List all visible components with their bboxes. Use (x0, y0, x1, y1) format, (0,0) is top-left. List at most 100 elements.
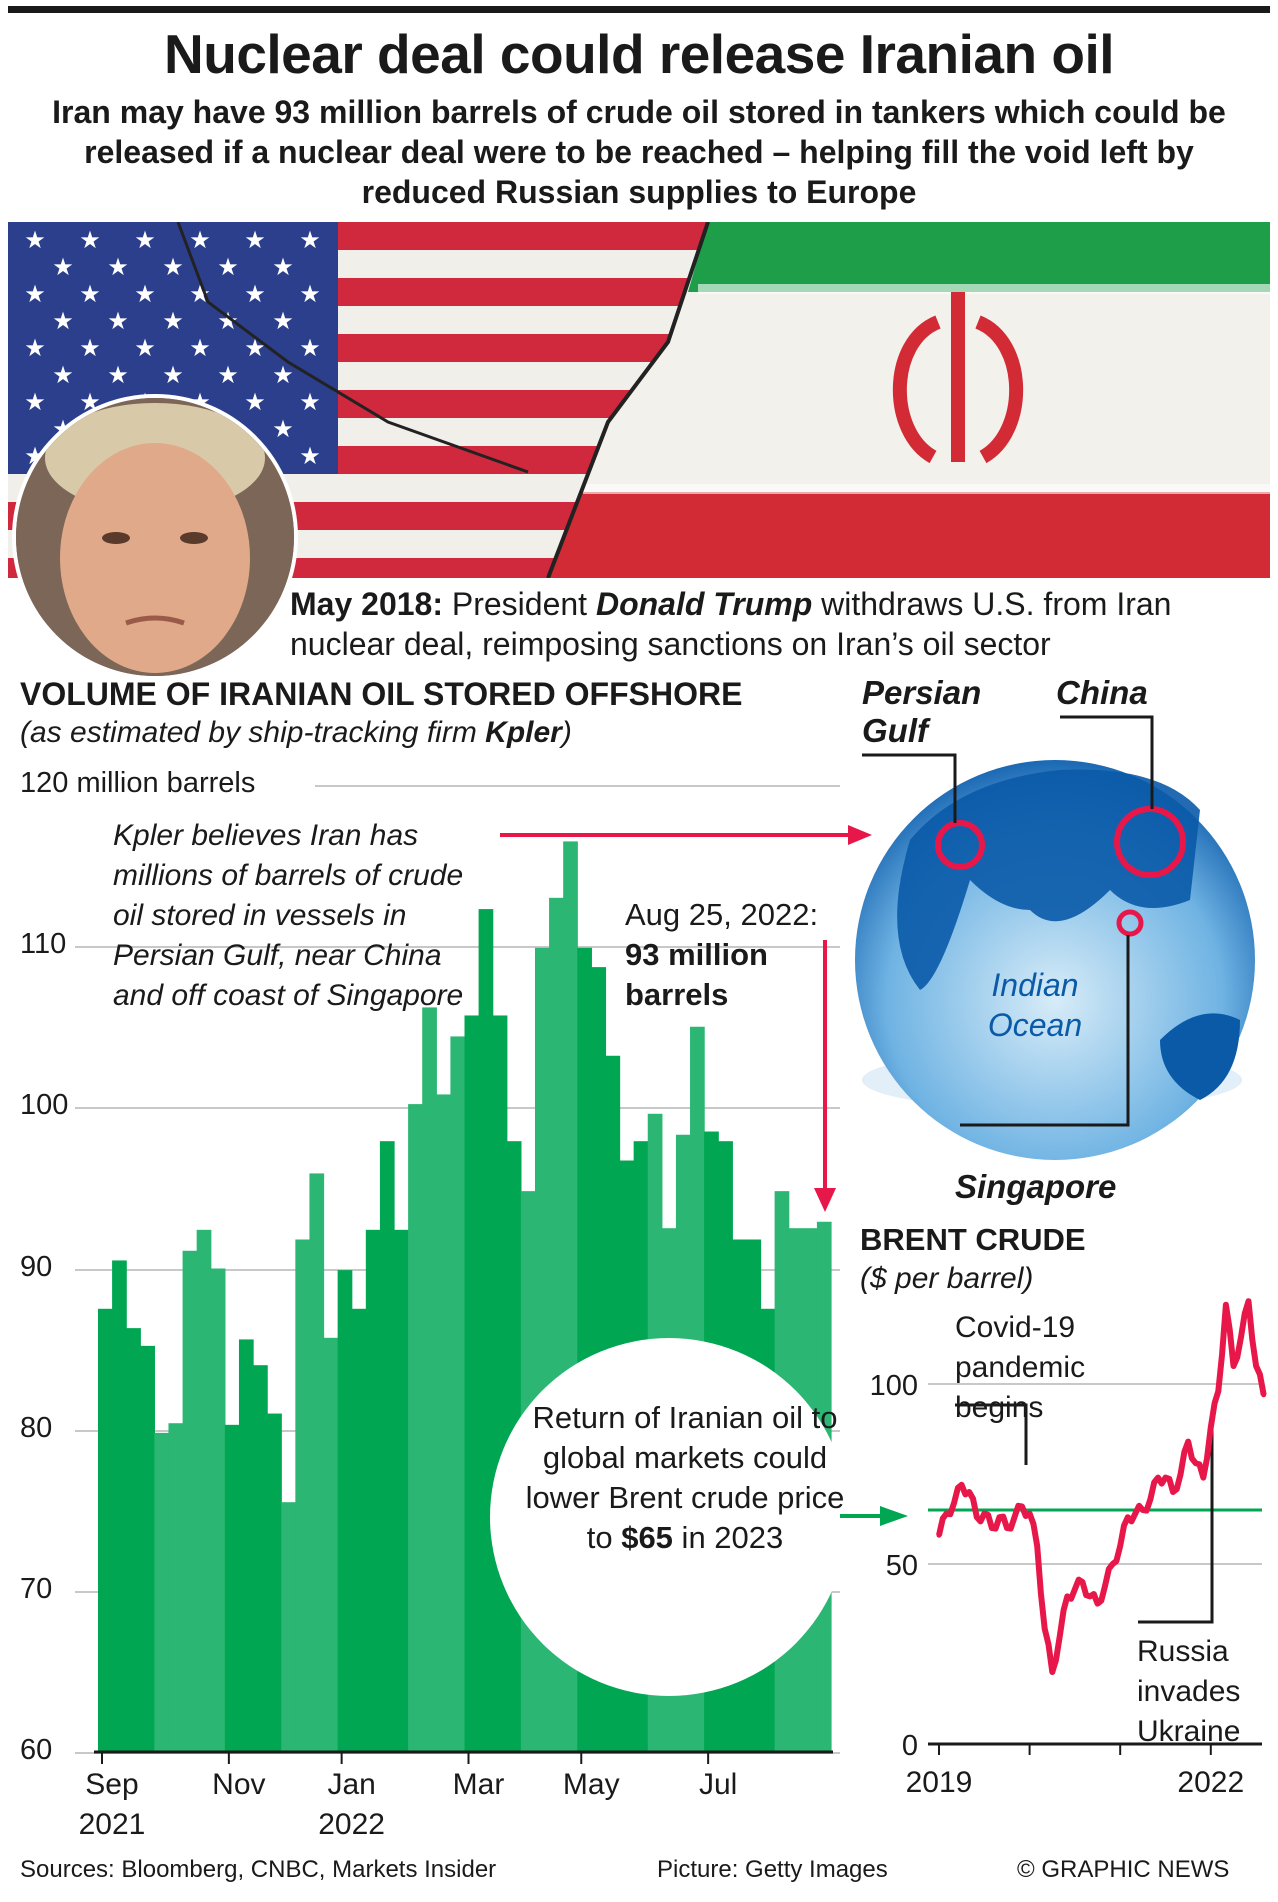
bar (112, 1260, 127, 1752)
brent-point (966, 1489, 972, 1495)
y-tick-label: 110 (20, 928, 73, 962)
page-subtitle: Iran may have 93 million barrels of crud… (52, 94, 1226, 210)
brent-point (1034, 1543, 1040, 1549)
bar (210, 1268, 226, 1752)
y-tick-label: 100 (20, 1089, 75, 1123)
brent-point (944, 1511, 950, 1517)
svg-text:★: ★ (189, 335, 211, 362)
red-arrow-to-globe (500, 825, 872, 845)
label-china: China (1056, 674, 1148, 711)
annotation-bubble (490, 1338, 833, 1696)
brent-point (1042, 1626, 1048, 1632)
bar (464, 1015, 480, 1752)
x-tick-label: Nov (212, 1768, 266, 1801)
svg-text:★: ★ (244, 389, 266, 416)
caption-text-2: withdraws U.S. from Iran nuclear deal, r… (290, 586, 1172, 662)
brent-point (1079, 1579, 1085, 1585)
y-tick-label: 70 (20, 1572, 59, 1606)
svg-text:★: ★ (79, 227, 101, 254)
brent-point (1110, 1561, 1116, 1567)
brent-point (1261, 1392, 1267, 1398)
trump-portrait (12, 394, 298, 680)
svg-text:★: ★ (162, 362, 184, 389)
top-rule (8, 6, 1270, 13)
brent-point (1012, 1514, 1017, 1520)
brent-point (1027, 1511, 1033, 1517)
svg-text:★: ★ (244, 281, 266, 308)
brent-point (1057, 1633, 1063, 1639)
svg-text:★: ★ (217, 362, 239, 389)
y-tick-label: 50 (886, 1550, 918, 1582)
label-singapore: Singapore (955, 1168, 1117, 1205)
svg-text:★: ★ (52, 254, 74, 281)
svg-text:★: ★ (299, 389, 321, 416)
bar (450, 1036, 466, 1752)
bubble-text: Return of Iranian oil to global markets … (525, 1400, 845, 1555)
bubble-clip (0, 0, 833, 1902)
y-tick-label: 80 (20, 1411, 59, 1445)
bar (182, 1250, 198, 1752)
bar (337, 1270, 353, 1752)
bar (478, 909, 494, 1752)
sources: Sources: Bloomberg, CNBC, Markets Inside… (20, 1856, 497, 1883)
singapore-marker (1116, 909, 1144, 937)
brent-point (1087, 1593, 1093, 1599)
covid-leader (955, 1403, 1028, 1465)
caption-text: President (442, 586, 596, 622)
svg-text:★: ★ (272, 362, 294, 389)
svg-text:★: ★ (134, 227, 156, 254)
y-tick-label: 120 million barrels (20, 767, 262, 800)
bar (140, 1345, 155, 1752)
brent-point (1072, 1586, 1078, 1592)
bar (154, 1432, 170, 1752)
svg-text:★: ★ (52, 362, 74, 389)
svg-text:★: ★ (299, 335, 321, 362)
svg-text:★: ★ (272, 254, 294, 281)
svg-text:★: ★ (24, 227, 46, 254)
svg-text:★: ★ (52, 308, 74, 335)
brent-chart-subtitle: ($ per barrel) (860, 1262, 1034, 1295)
brent-point (981, 1511, 987, 1517)
brent-point (1215, 1388, 1221, 1394)
x-tick-label: 2022 (1177, 1766, 1244, 1799)
brent-point (1178, 1471, 1184, 1477)
photo-caption: May 2018: President Donald Trump withdra… (290, 584, 1278, 664)
brent-point (1004, 1525, 1010, 1531)
persian-gulf-marker (935, 820, 985, 870)
brent-point (1117, 1543, 1123, 1549)
brent-point (1125, 1514, 1131, 1520)
brent-point (1238, 1334, 1244, 1340)
bar (408, 1104, 423, 1752)
russia-leader (1138, 1415, 1214, 1624)
x-tick-label: May (562, 1768, 620, 1801)
bar (365, 1229, 381, 1752)
svg-text:★: ★ (189, 281, 211, 308)
svg-text:★: ★ (299, 227, 321, 254)
x-tick-label: Mar (452, 1768, 505, 1801)
brent-point (989, 1525, 995, 1531)
brent-point (1223, 1302, 1229, 1308)
latest-annotation: Aug 25, 2022: 93 million barrels (625, 897, 819, 1012)
svg-text:★: ★ (272, 308, 294, 335)
bar (351, 1308, 367, 1752)
x-tick-label: Sep 2021 (78, 1768, 146, 1841)
bar (422, 1007, 437, 1752)
label-indian-ocean: Indian Ocean (987, 967, 1083, 1043)
covid-annotation: Covid-19 pandemic begins (955, 1311, 1086, 1424)
svg-text:★: ★ (79, 281, 101, 308)
svg-text:★: ★ (79, 335, 101, 362)
x-tick-label: Jan 2022 (318, 1768, 385, 1841)
bar-chart-title: VOLUME OF IRANIAN OIL STORED OFFSHORE (20, 676, 743, 712)
bar (394, 1229, 409, 1752)
svg-text:★: ★ (299, 443, 321, 470)
svg-text:★: ★ (107, 254, 129, 281)
brent-point (1185, 1439, 1191, 1445)
svg-text:★: ★ (244, 227, 266, 254)
caption-date: May 2018: (290, 586, 443, 622)
brent-point (1019, 1503, 1025, 1509)
brent-point (1193, 1460, 1199, 1466)
bar (436, 1094, 452, 1752)
bar (196, 1229, 212, 1752)
